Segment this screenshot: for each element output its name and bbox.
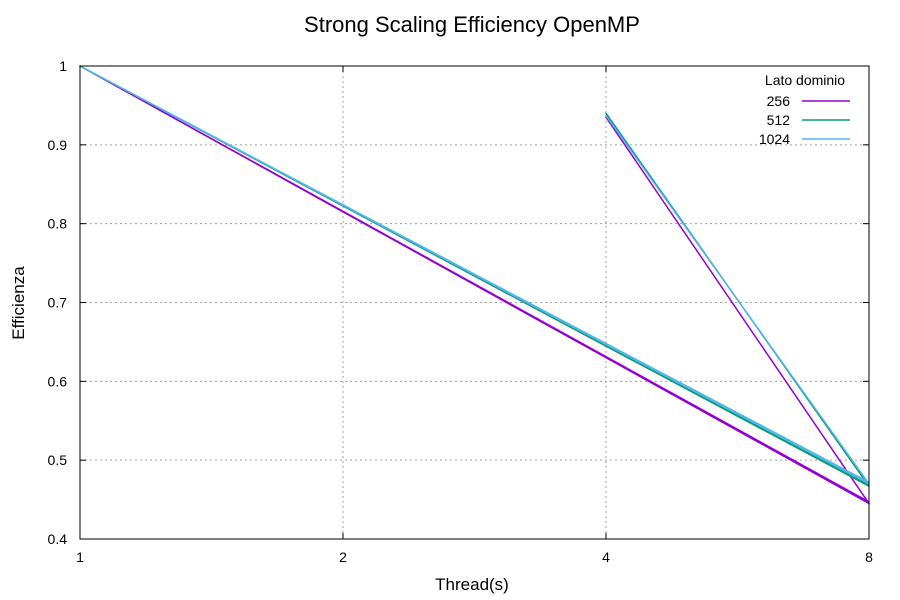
y-tick-label: 1 — [59, 58, 67, 74]
legend-title: Lato dominio — [765, 72, 845, 88]
series-line-256 — [79, 65, 870, 505]
legend-label-512: 512 — [767, 112, 791, 128]
x-axis-label: Thread(s) — [435, 575, 509, 594]
series-line-1024 — [79, 65, 870, 485]
axis-ticks: 1 2 4 8 0.4 0.5 0.6 0.7 0.8 0.9 1 — [48, 58, 874, 565]
legend: Lato dominio 256 512 1024 — [759, 72, 850, 147]
x-tick-label: 2 — [339, 549, 347, 565]
y-tick-label: 0.6 — [48, 373, 68, 389]
legend-label-1024: 1024 — [759, 131, 790, 147]
series-lines — [79, 65, 870, 505]
y-tick-label: 0.4 — [48, 531, 68, 547]
y-tick-label: 0.5 — [48, 452, 68, 468]
y-tick-label: 0.8 — [48, 216, 68, 232]
y-tick-label: 0.7 — [48, 295, 68, 311]
grid — [80, 66, 869, 539]
y-tick-label: 0.9 — [48, 137, 68, 153]
x-tick-label: 1 — [76, 549, 84, 565]
y-axis-label: Efficienza — [9, 266, 28, 340]
x-tick-label: 4 — [602, 549, 610, 565]
x-tick-label: 8 — [865, 549, 873, 565]
chart-title: Strong Scaling Efficiency OpenMP — [304, 12, 640, 37]
legend-label-256: 256 — [767, 93, 791, 109]
